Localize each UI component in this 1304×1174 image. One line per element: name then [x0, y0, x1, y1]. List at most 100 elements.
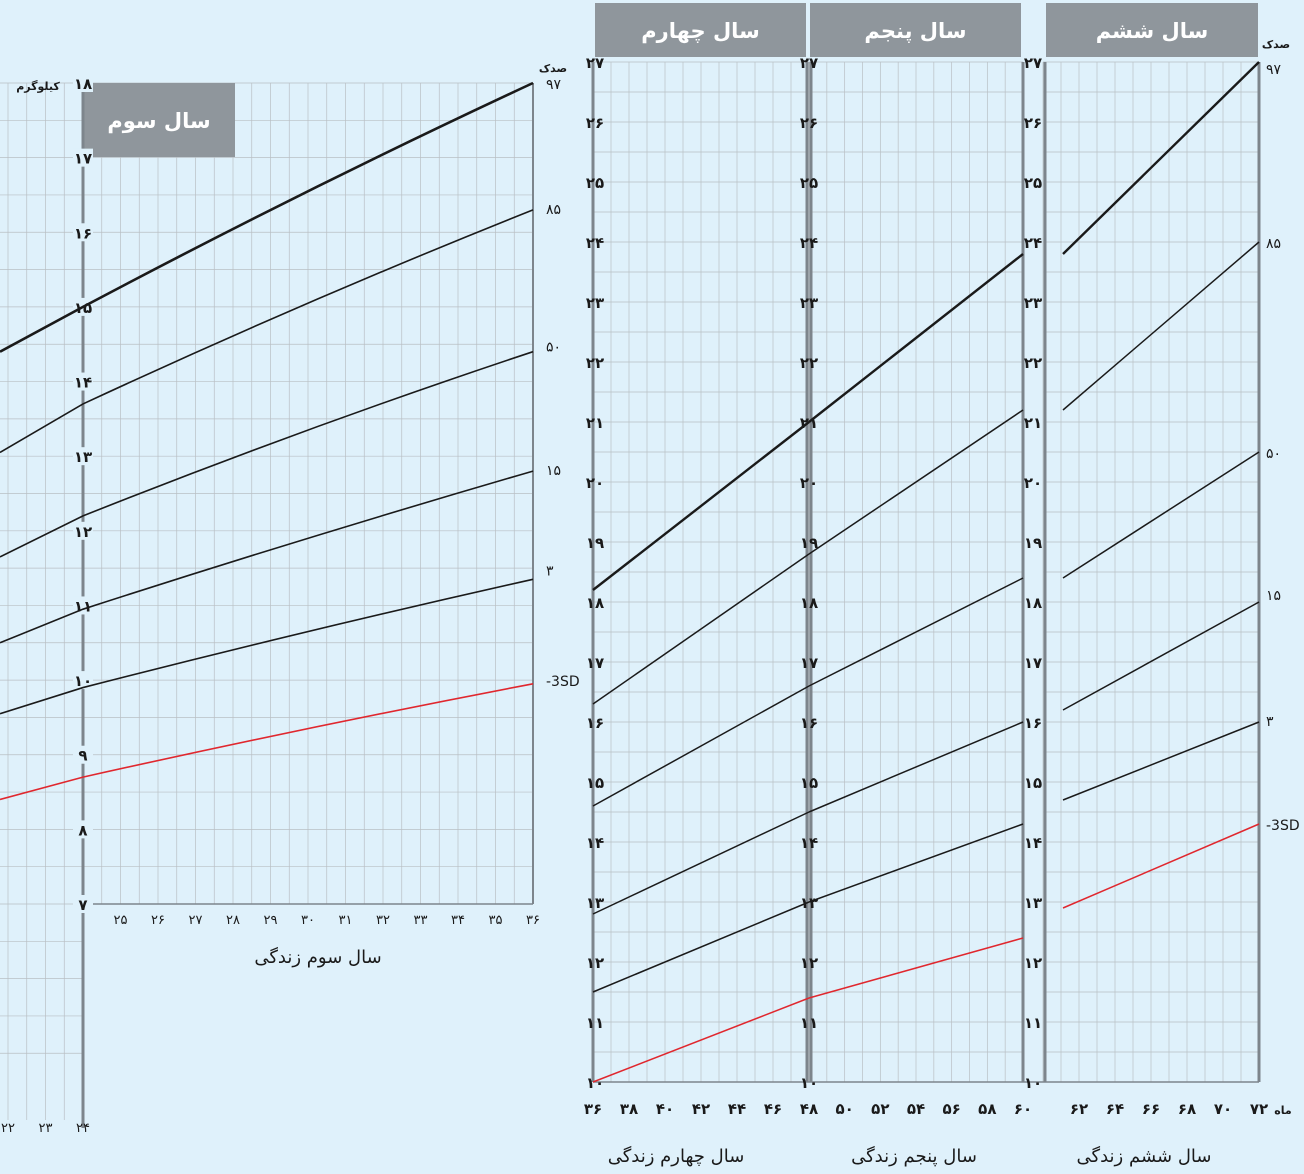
curve-segment-15 [808, 721, 1024, 813]
x-tick-label: ۲۹ [264, 913, 278, 928]
percentile-label: ۱۵ [546, 463, 561, 479]
x-tick-label: ۶۸ [1178, 1100, 1196, 1118]
percentile-label: ۸۵ [1266, 236, 1281, 252]
y-tick-label: ۲۰ [1024, 474, 1042, 492]
x-tick-label: ۲۳ [39, 1121, 53, 1136]
x-tick-label: ۲۵ [114, 913, 128, 928]
x-tick-label: ۴۴ [728, 1100, 746, 1118]
curve-segment-85 [592, 553, 810, 705]
y-tick-label: ۱۹ [800, 534, 818, 552]
y-tick-label: ۲۵ [1024, 174, 1042, 192]
x-tick-label: ۳۵ [489, 913, 503, 928]
x-tick-label: ۵۲ [871, 1100, 889, 1118]
curve-year3-minus3SD [0, 683, 534, 801]
x-tick-label: ۶۲ [1070, 1100, 1088, 1118]
ytick-label-bg [73, 596, 93, 615]
percentile-label: ۵۰ [1266, 446, 1281, 462]
y-tick-label: ۱۷ [1024, 654, 1042, 672]
curve-segment-15 [1062, 601, 1260, 711]
x-tick-label: ۵۰ [836, 1100, 854, 1118]
x-tick-label: ۴۶ [764, 1100, 782, 1118]
x-axis-label: سال چهارم زندگی [608, 1145, 745, 1167]
y-tick-label: ۲۷ [586, 54, 604, 72]
y-tick-label: ۱۳ [74, 448, 92, 466]
x-tick-label: ۶۰ [1014, 1100, 1032, 1118]
curve-segment-85 [808, 409, 1024, 555]
y-tick-label: ۱۷ [800, 654, 818, 672]
y-tick-label: ۲۴ [586, 234, 604, 252]
y-tick-label: ۱۶ [800, 714, 818, 732]
percentile-label: ۹۷ [546, 77, 562, 93]
x-tick-label: ۴۰ [656, 1100, 674, 1118]
y-tick-label: ۱۸ [74, 75, 92, 93]
y-tick-label: ۲۳ [1024, 294, 1042, 312]
x-tick-label: ۲۴ [76, 1121, 90, 1136]
y-tick-label: ۱۰ [586, 1074, 604, 1092]
y-tick-label: ۹ [78, 747, 87, 765]
y-tick-label: ۱۶ [1024, 714, 1042, 732]
percentile-header: صدک [539, 62, 567, 75]
ytick-label-bg [73, 223, 93, 242]
y-tick-label: ۲۵ [586, 174, 604, 192]
x-tick-label: ۳۶ [526, 913, 540, 928]
y-tick-label: ۲۱ [1024, 414, 1042, 432]
y-tick-label: ۱۳ [800, 894, 818, 912]
y-tick-label: ۱۴ [1024, 834, 1042, 852]
y-tick-label: ۱۲ [1024, 954, 1042, 972]
y-tick-label: ۱۵ [586, 774, 604, 792]
y-tick-label: ۱۴ [800, 834, 818, 852]
curve-year3-3 [0, 578, 534, 715]
curve-year3-15 [0, 470, 534, 644]
y-tick-label: ۱۱ [1024, 1014, 1042, 1032]
x-tick-label: ۵۴ [907, 1100, 925, 1118]
ytick-label-bg [73, 745, 93, 764]
curve-segment-50 [592, 685, 810, 807]
x-tick-label: ۳۸ [620, 1100, 638, 1118]
y-tick-label: ۲۰ [800, 474, 818, 492]
x-tick-label: ۳۰ [301, 913, 315, 928]
y-tick-label: ۲۴ [800, 234, 818, 252]
curve-segment-97 [1062, 61, 1260, 255]
y-tick-label: ۲۳ [800, 294, 818, 312]
x-tick-label: ۲۸ [226, 913, 240, 928]
ytick-label-bg [73, 447, 93, 466]
y-tick-label: ۱۸ [800, 594, 818, 612]
percentile-label: -3SD [1266, 818, 1300, 834]
y-tick-label: ۱۷ [586, 654, 604, 672]
panel-header-title: سال ششم [1096, 19, 1209, 43]
curve-segment-97 [808, 253, 1024, 423]
y-tick-label: ۲۱ [586, 414, 604, 432]
panel-header-box [1046, 3, 1258, 57]
x-tick-label: ۷۲ [1250, 1100, 1268, 1118]
percentile-label: ۳ [546, 563, 554, 579]
y-tick-label: ۱۲ [586, 954, 604, 972]
x-tick-label: ۲۷ [189, 913, 203, 928]
y-tick-label: ۲۲ [800, 354, 818, 372]
x-tick-label: ۴۸ [800, 1100, 818, 1118]
y-tick-label: ۱۳ [586, 894, 604, 912]
ytick-label-bg [73, 671, 93, 690]
panel-header-title: سال سوم [107, 109, 210, 133]
y-tick-label: ۲۰ [586, 474, 604, 492]
ytick-label-bg [73, 74, 93, 92]
y-tick-label: ۱۶ [586, 714, 604, 732]
ytick-label-bg [73, 372, 93, 391]
curve-year3-97 [0, 81, 534, 353]
y-tick-label: ۸ [78, 821, 87, 839]
y-tick-label: ۱۹ [586, 534, 604, 552]
y-tick-label: ۱۱ [586, 1014, 604, 1032]
curve-segment-3 [592, 901, 810, 993]
x-tick-label: ۵۸ [978, 1100, 996, 1118]
curve-segment-50 [808, 577, 1024, 687]
curve-segment-minus3SD [1062, 823, 1260, 909]
curve-segment-minus3SD [592, 997, 810, 1083]
panel-header-title: سال چهارم [641, 19, 759, 43]
x-axis-label: سال سوم زندگی [254, 946, 381, 968]
y-tick-label: ۲۵ [800, 174, 818, 192]
y-tick-label: ۱۳ [1024, 894, 1042, 912]
x-tick-label: ۳۲ [376, 913, 390, 928]
x-tick-label: ۲۶ [151, 913, 165, 928]
y-tick-label: ۱۰ [1024, 1074, 1042, 1092]
x-tick-label: ۶۶ [1142, 1100, 1160, 1118]
